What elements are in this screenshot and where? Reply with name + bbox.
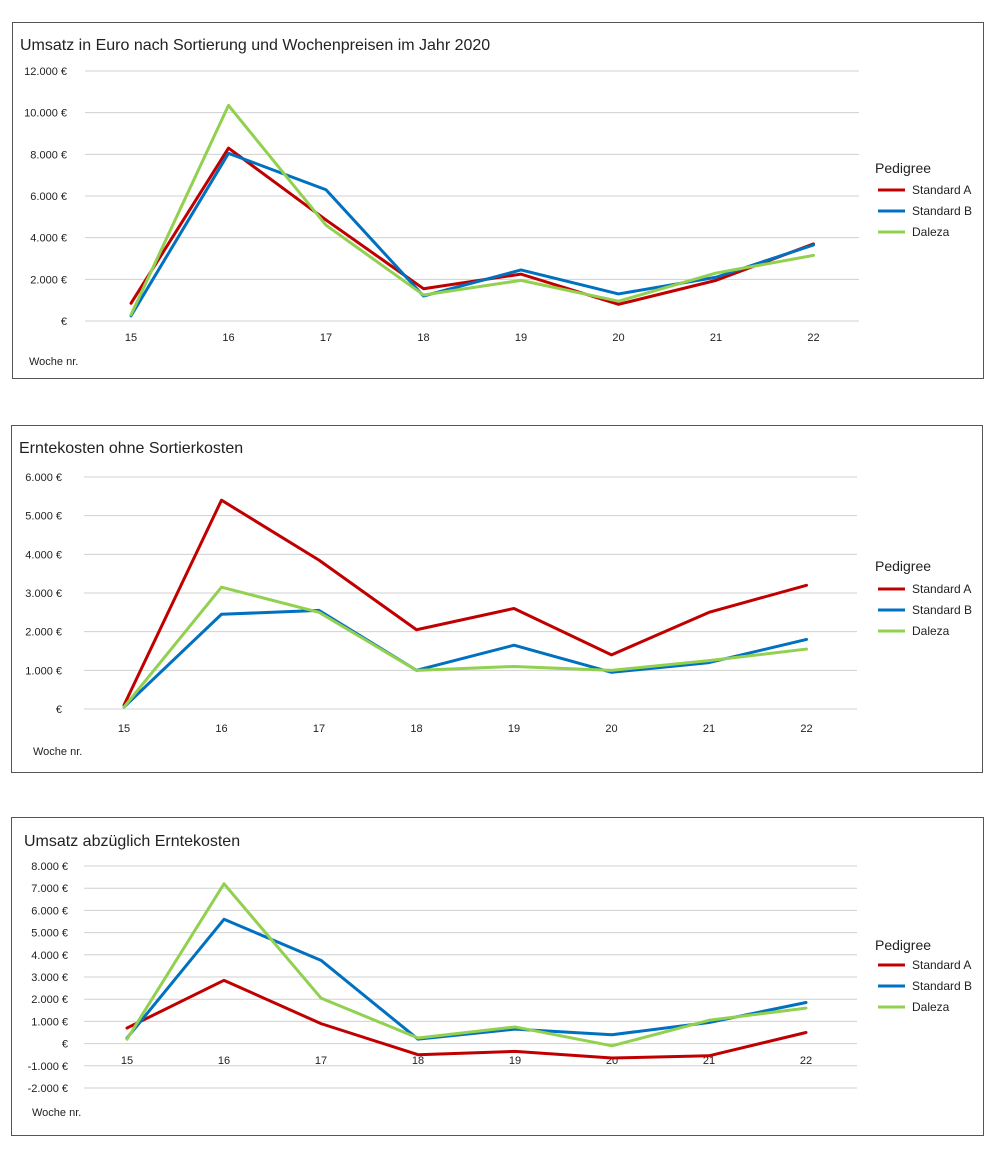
y-tick-label: 8.000 €	[30, 149, 67, 161]
chart-revenue: Umsatz in Euro nach Sortierung und Woche…	[20, 37, 972, 368]
x-tick-label: 18	[410, 723, 422, 735]
chart-title: Umsatz in Euro nach Sortierung und Woche…	[20, 37, 490, 54]
legend-label: Standard B	[912, 204, 972, 218]
series-line-standard-a	[122, 498, 808, 707]
series-line-standard-b	[129, 151, 815, 318]
chart-panel-harvest-costs: Erntekosten ohne Sortierkosten €1.000 € 2…	[11, 425, 983, 773]
chart-harvest-costs: Erntekosten ohne Sortierkosten €1.000 € 2…	[19, 440, 972, 758]
x-tick-label: 16	[222, 332, 234, 344]
y-tick-label: 3.000 €	[25, 588, 62, 600]
x-tick-label: 19	[509, 1055, 521, 1067]
x-tick-label: 22	[807, 332, 819, 344]
chart-net-revenue: Umsatz abzüglich Erntekosten -2.000 € -1.…	[24, 833, 972, 1119]
legend-label: Standard B	[912, 979, 972, 993]
y-tick-label: 3.000 €	[31, 972, 68, 984]
x-tick-label: 18	[417, 332, 429, 344]
x-tick-label: 21	[710, 332, 722, 344]
y-tick-label: 6.000 €	[31, 905, 68, 917]
legend-label: Daleza	[912, 624, 950, 638]
x-tick-label: 22	[800, 723, 812, 735]
series-line-daleza	[122, 585, 808, 709]
legend-label: Daleza	[912, 1000, 950, 1014]
series-line-standard-b	[122, 608, 808, 709]
y-tick-label: -2.000 €	[28, 1083, 68, 1095]
y-tick-label: 10.000 €	[24, 108, 67, 120]
y-tick-label: €	[62, 1039, 68, 1051]
legend-title: Pedigree	[875, 937, 931, 953]
x-tick-label: 17	[315, 1055, 327, 1067]
x-axis-label: Woche nr.	[32, 1107, 81, 1119]
y-tick-label: 1.000 €	[25, 665, 62, 677]
chart-panel-net-revenue: Umsatz abzüglich Erntekosten -2.000 € -1.…	[11, 817, 984, 1136]
y-tick-label: €	[56, 704, 62, 716]
y-tick-label: 5.000 €	[31, 928, 68, 940]
x-tick-label: 21	[703, 1055, 715, 1067]
y-tick-label: 2.000 €	[30, 274, 67, 286]
y-tick-label: -1.000 €	[28, 1061, 68, 1073]
x-axis-label: Woche nr.	[33, 746, 82, 758]
y-tick-label: 8.000 €	[31, 861, 68, 873]
x-tick-label: 17	[313, 723, 325, 735]
y-tick-label: 4.000 €	[25, 549, 62, 561]
x-tick-label: 15	[125, 332, 137, 344]
y-tick-label: 1.000 €	[31, 1016, 68, 1028]
x-axis-label: Woche nr.	[29, 356, 78, 368]
series-line-standard-a	[125, 978, 808, 1060]
y-tick-label: 7.000 €	[31, 883, 68, 895]
x-tick-label: 21	[703, 723, 715, 735]
legend-label: Standard A	[912, 183, 971, 197]
y-tick-label: 4.000 €	[30, 233, 67, 245]
x-tick-label: 18	[412, 1055, 424, 1067]
chart-panel-revenue: Umsatz in Euro nach Sortierung und Woche…	[12, 22, 984, 379]
series-line-standard-a	[129, 146, 815, 306]
chart-title: Erntekosten ohne Sortierkosten	[19, 440, 243, 457]
x-tick-label: 16	[218, 1055, 230, 1067]
series-line-daleza	[125, 882, 808, 1048]
y-tick-label: 5.000 €	[25, 511, 62, 523]
x-tick-label: 16	[215, 723, 227, 735]
legend-label: Standard A	[912, 958, 971, 972]
x-tick-label: 19	[515, 332, 527, 344]
x-tick-label: 17	[320, 332, 332, 344]
series-line-daleza	[129, 103, 815, 317]
y-tick-label: 6.000 €	[25, 472, 62, 484]
x-tick-label: 15	[118, 723, 130, 735]
legend-label: Standard B	[912, 603, 972, 617]
legend-label: Standard A	[912, 582, 971, 596]
legend-title: Pedigree	[875, 160, 931, 176]
legend-title: Pedigree	[875, 558, 931, 574]
y-tick-label: 4.000 €	[31, 950, 68, 962]
x-tick-label: 15	[121, 1055, 133, 1067]
y-tick-label: €	[61, 316, 67, 328]
y-tick-label: 2.000 €	[31, 994, 68, 1006]
x-tick-label: 20	[612, 332, 624, 344]
y-tick-label: 6.000 €	[30, 191, 67, 203]
legend-label: Daleza	[912, 225, 950, 239]
x-tick-label: 19	[508, 723, 520, 735]
x-tick-label: 22	[800, 1055, 812, 1067]
x-tick-label: 20	[605, 723, 617, 735]
y-tick-label: 2.000 €	[25, 627, 62, 639]
y-tick-label: 12.000 €	[24, 66, 67, 78]
chart-title: Umsatz abzüglich Erntekosten	[24, 833, 240, 850]
